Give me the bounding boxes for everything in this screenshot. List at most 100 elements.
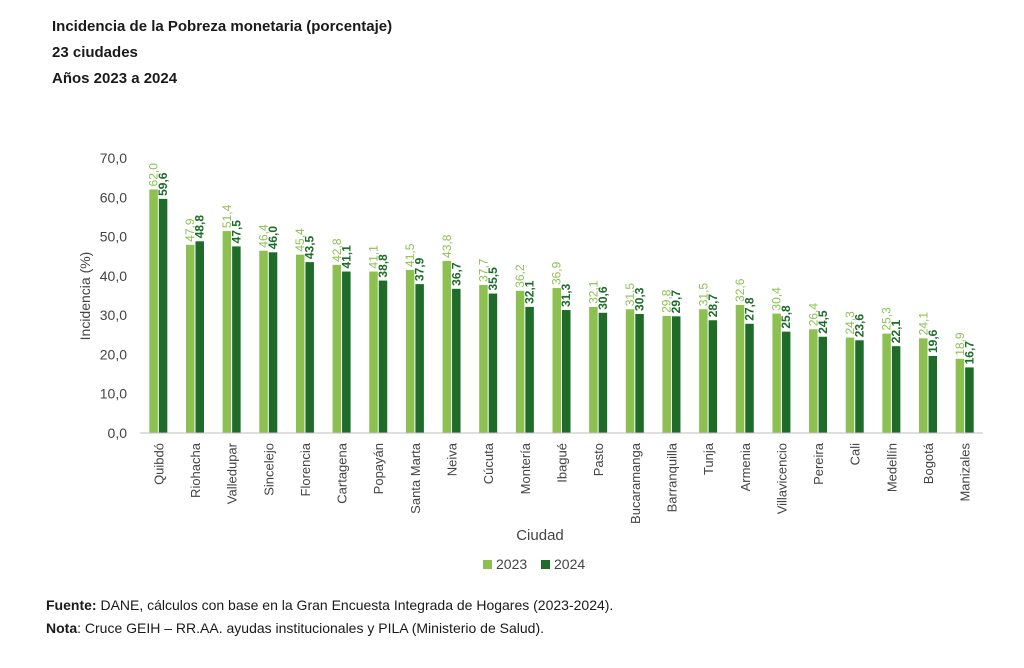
x-tick-label: Sincelejo (261, 443, 276, 496)
value-label-2023: 24,3 (843, 311, 857, 335)
x-tick-label: Cartagena (335, 442, 350, 503)
value-label-2024: 28,7 (706, 294, 720, 318)
x-tick-label: Cúcuta (481, 442, 496, 484)
x-tick-label: Florencia (298, 442, 313, 496)
value-label-2024: 36,7 (449, 262, 463, 286)
bar-2023 (295, 254, 305, 433)
chart-titles: Incidencia de la Pobreza monetaria (porc… (52, 14, 392, 92)
value-label-2024: 30,6 (596, 286, 610, 310)
x-tick-labels: Quibdó Riohacha Valledupar Sincelejo Florenc… (151, 442, 972, 524)
bar-2023 (882, 333, 891, 433)
bar-2023 (222, 231, 232, 433)
bar-2024 (525, 306, 534, 433)
legend: 2023 2024 (483, 556, 585, 572)
bar-2023 (332, 264, 342, 433)
x-tick-label: Ibagué (555, 443, 570, 483)
x-tick-label: Montería (518, 442, 533, 494)
value-label-2023: 62,0 (147, 163, 161, 187)
bar-2023 (625, 309, 635, 433)
value-label-2024: 41,1 (339, 245, 353, 269)
value-label-2023: 41,1 (366, 245, 380, 269)
x-tick-label: Villavicencio (774, 443, 789, 514)
legend-label-2023: 2023 (496, 556, 527, 572)
bar-2024 (232, 246, 241, 433)
value-label-2023: 25,3 (880, 307, 894, 331)
bar-2024 (305, 262, 314, 433)
value-label-2023: 37,7 (476, 258, 490, 282)
legend-swatch-2023 (483, 560, 492, 569)
x-tick-label: Cali (848, 443, 863, 466)
bar-2024 (378, 280, 388, 433)
value-label-2023: 46,4 (257, 224, 271, 248)
value-label-2023: 26,4 (806, 303, 820, 327)
note-text: : Cruce GEIH – RR.AA. ayudas institucion… (77, 620, 544, 636)
value-label-2023: 36,9 (550, 261, 564, 285)
bar-2023 (185, 244, 195, 433)
value-label-2024: 16,7 (962, 341, 976, 365)
bar-2023 (845, 337, 855, 433)
legend-swatch-2024 (541, 560, 550, 569)
bar-2024 (965, 367, 974, 433)
x-tick-label: Bogotá (921, 442, 936, 484)
y-tick-label: 20,0 (100, 346, 127, 362)
x-tick-label: Valledupar (225, 442, 240, 504)
source-label: Fuente: (46, 597, 97, 613)
bar-2023 (735, 304, 745, 433)
bar-2024 (562, 310, 571, 433)
bar-2024 (635, 313, 644, 433)
value-label-2023: 47,9 (183, 218, 197, 242)
value-label-2024: 31,3 (559, 283, 573, 307)
value-label-2023: 31,5 (696, 283, 710, 307)
x-tick-label: Pasto (591, 443, 606, 476)
value-label-2023: 45,4 (293, 228, 307, 252)
x-axis-label: Ciudad (516, 527, 564, 544)
x-tick-label: Manizales (958, 443, 973, 502)
bar-2023 (259, 250, 268, 433)
value-label-2024: 46,0 (266, 226, 280, 250)
value-label-2024: 35,5 (486, 267, 500, 291)
value-label-2024: 59,6 (156, 172, 170, 196)
value-label-2024: 30,3 (633, 287, 647, 311)
value-label-2024: 22,1 (889, 319, 903, 343)
y-tick-label: 50,0 (100, 229, 127, 245)
x-tick-label: Pereira (811, 442, 826, 485)
x-tick-label: Santa Marta (408, 442, 423, 514)
bar-chart: 0,0 10,0 20,0 30,0 40,0 50,0 60,0 70,0 62,059,6… (77, 150, 983, 572)
note: Nota: Cruce GEIH – RR.AA. ayudas institu… (46, 617, 613, 640)
y-tick-label: 60,0 (100, 189, 127, 205)
value-label-2024: 37,9 (413, 257, 427, 281)
bar-2024 (452, 288, 461, 433)
bar-2024 (818, 336, 828, 433)
chart-period: Años 2023 a 2024 (52, 70, 178, 87)
x-tick-label: Tunja (701, 442, 716, 475)
bar-2023 (809, 329, 818, 433)
bar-2024 (855, 340, 864, 433)
value-label-2024: 47,5 (229, 220, 243, 244)
y-tick-label: 70,0 (100, 150, 127, 166)
value-label-2024: 23,6 (852, 314, 866, 338)
chart-title: Incidencia de la Pobreza monetaria (porc… (52, 18, 393, 35)
bar-2024 (415, 284, 424, 433)
x-tick-label: Neiva (445, 442, 460, 476)
bar-2024 (745, 323, 754, 433)
bar-2024 (488, 293, 498, 433)
bar-2024 (891, 346, 901, 433)
value-label-2023: 29,8 (660, 289, 674, 313)
value-label-2023: 30,4 (770, 287, 784, 311)
bar-2024 (781, 331, 791, 433)
value-label-2024: 32,1 (523, 280, 537, 304)
y-tick-label: 10,0 (100, 386, 127, 402)
bar-2024 (268, 252, 278, 433)
x-tick-label: Armenia (738, 442, 753, 491)
bar-2024 (928, 356, 938, 433)
value-label-2024: 27,8 (743, 297, 757, 321)
bar-2023 (405, 269, 415, 433)
x-tick-label: Bucaramanga (628, 442, 643, 524)
bar-2023 (442, 260, 452, 433)
bar-2023 (369, 271, 378, 433)
x-tick-label: Medellín (884, 443, 899, 492)
bar-2024 (158, 198, 168, 433)
value-label-2023: 31,5 (623, 283, 637, 307)
bar-2023 (515, 290, 525, 433)
bar-2024 (708, 320, 718, 433)
